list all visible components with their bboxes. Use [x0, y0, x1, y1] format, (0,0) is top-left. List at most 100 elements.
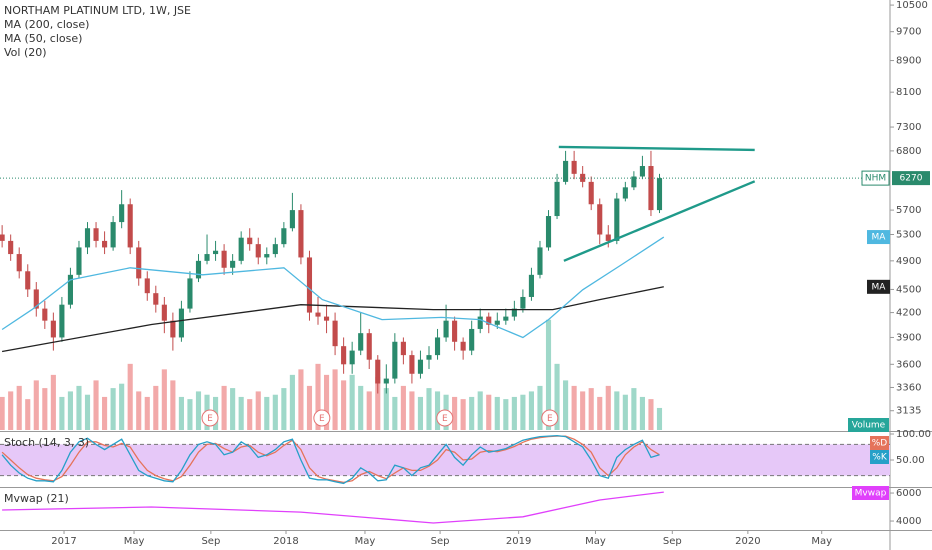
y-tick-label: 8900 [896, 56, 921, 67]
candle-body [127, 204, 133, 248]
volume-bar [0, 396, 5, 430]
x-tick-label: May [811, 536, 832, 547]
candle-body [272, 244, 278, 255]
candle-body [366, 333, 372, 360]
symbol-box [861, 170, 890, 186]
candle-body [494, 320, 500, 325]
y-tick-label: 9700 [896, 27, 921, 38]
symbol-label: NHM [865, 174, 886, 184]
volume-bar [503, 399, 509, 430]
volume-bar [588, 388, 594, 430]
candle-body [452, 320, 458, 342]
y-tick-label: 6000 [896, 488, 921, 499]
volume-bar [511, 396, 517, 430]
candle-body [25, 271, 31, 290]
candle-body [187, 278, 193, 309]
indicator-label: MA (200, close) [4, 18, 89, 31]
volume-bar [127, 363, 133, 430]
x-tick-label: 2019 [506, 536, 531, 547]
volume-bar [84, 394, 91, 430]
volume-label-box [848, 418, 889, 432]
volume-bar [400, 385, 406, 430]
volume-bar [76, 385, 82, 430]
candle-body [42, 308, 48, 321]
volume-bar [153, 385, 159, 430]
x-tick-label: May [355, 536, 376, 547]
volume-bar [409, 391, 415, 430]
y-tick-label: 3135 [896, 406, 921, 417]
y-tick-label: 5300 [896, 230, 921, 241]
y-tick-label: 7300 [896, 122, 921, 133]
volume-bar [486, 394, 492, 430]
volume-bar [622, 394, 628, 430]
volume-bar [597, 396, 603, 430]
volume-label: Volume [852, 421, 886, 431]
marks [0, 4, 894, 534]
candle-body [67, 274, 73, 305]
volume-bar [33, 380, 39, 430]
volume-bar [554, 363, 560, 430]
series-label-box [867, 279, 890, 294]
candle-body [409, 355, 415, 374]
candle-body [656, 178, 663, 211]
candle-body [33, 289, 39, 309]
volume-bar [323, 374, 330, 430]
volume-bar [366, 391, 372, 430]
y-tick-label: 10500 [896, 0, 928, 11]
y-tick-label: 100.00 [896, 429, 931, 440]
volume-bar [639, 396, 645, 430]
series-label: Mvwap [855, 489, 887, 499]
series-label-box [870, 436, 889, 450]
candle-body [298, 210, 304, 258]
candle-body [614, 198, 620, 241]
candle-body [417, 359, 424, 374]
x-tick-label: 2017 [51, 536, 76, 547]
x-tick-label: Sep [431, 536, 450, 547]
volume-bar [520, 394, 526, 430]
candle-body [477, 316, 483, 329]
candle-body [639, 166, 645, 177]
x-tick-label: 2020 [735, 536, 760, 547]
candle-body [597, 204, 603, 235]
volume-bar [648, 399, 654, 430]
moving-average [1, 236, 665, 339]
volume-bar [631, 388, 637, 430]
volume-bar [93, 380, 99, 430]
candle-body [460, 341, 466, 351]
series-label: MA [872, 282, 887, 292]
last-price-label-box [892, 171, 930, 186]
volume-bar [102, 396, 108, 430]
volume-bar [16, 385, 22, 430]
volume-bar [59, 396, 65, 430]
volume-bar [580, 391, 586, 430]
candle-body [469, 328, 475, 351]
volume-bar [67, 391, 73, 430]
volume-bar [392, 396, 398, 430]
moving-average [1, 286, 664, 353]
volume-bar [272, 394, 278, 430]
volume-bar [230, 388, 236, 430]
candle-body [511, 308, 517, 317]
y-tick-label: 3600 [896, 359, 921, 370]
candle-body [170, 320, 176, 338]
volume-bar [170, 380, 176, 430]
candle-body [400, 341, 406, 356]
candle-body [289, 210, 295, 229]
volume-bar [306, 385, 313, 430]
event-label: E [319, 414, 325, 424]
volume-bar [238, 396, 244, 430]
candle-body [213, 250, 219, 255]
candle-body [631, 176, 637, 188]
volume-bar [469, 396, 475, 430]
volume-bar [528, 391, 534, 430]
volume-bar [605, 385, 611, 430]
candle-body [110, 222, 116, 248]
volume-bar [50, 374, 56, 430]
volume-bar [434, 391, 441, 430]
candle-body [605, 234, 611, 241]
volume-bar [341, 380, 347, 430]
candle-body [178, 308, 184, 338]
volume-bar [614, 391, 620, 430]
y-tick-label: 4500 [896, 284, 921, 295]
indicator-label: Vol (20) [4, 46, 47, 59]
